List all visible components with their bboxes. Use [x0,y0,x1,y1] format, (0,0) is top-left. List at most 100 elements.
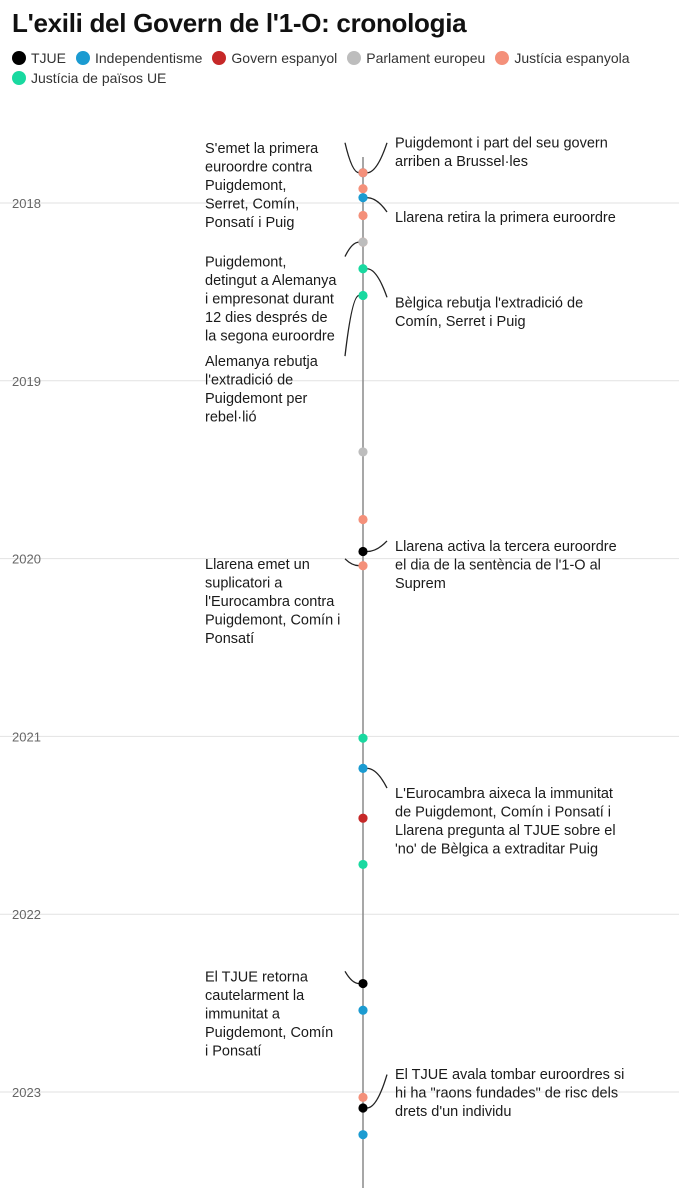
legend-label: Justícia espanyola [514,50,630,66]
annotation-line: Llarena retira la primera euroordre [395,210,616,226]
annotation-line: Puigdemont, [205,178,286,194]
legend-label: Justícia de països UE [31,70,167,86]
annotation-line: Bèlgica rebutja l'extradició de [395,295,583,311]
annotation-text: S'emet la primera euroordre contra Puigdem… [205,141,319,231]
legend-label: TJUE [31,50,66,66]
annotation-line: suplicatori a [205,575,283,591]
event-dot [358,184,368,194]
event-dot [358,210,368,221]
annotation-connector [366,1074,388,1109]
annotation-line: Llarena emet un [205,557,310,573]
event-dot [358,733,368,743]
event-dot [358,813,368,823]
annotation-line: Puigdemont per [205,391,308,407]
year-tick-label: 2018 [12,196,41,211]
annotation-connector [344,294,360,357]
annotation-connector [344,241,360,257]
annotation-line: de Puigdemont, Comín i Ponsatí i [395,805,611,821]
annotation-line: Puigdemont, Comín i [205,612,340,628]
legend-swatch [347,51,362,65]
annotation-line: l'Eurocambra contra [205,594,335,610]
annotation-line: L'Eurocambra aixeca la immunitat [395,786,613,802]
event-dot [358,546,368,557]
annotation-line: Llarena pregunta al TJUE sobre el [395,823,616,839]
annotation-line: Alemanya rebutja [205,354,319,370]
event-dot [358,447,368,457]
legend-swatch [12,71,26,85]
annotation-line: rebel·lió [205,410,257,426]
legend-label: Govern espanyol [231,50,338,66]
legend-label: Independentisme [95,50,203,66]
annotation-line: Suprem [395,576,446,592]
annotation-line: cautelarment la [205,988,305,1004]
annotation-text: L'Eurocambra aixeca la immunitat de Puigd… [395,786,616,858]
annotation-text: El TJUE retorna cautelarment la immunitat … [205,969,333,1059]
legend-swatch [76,51,90,65]
annotation-connector [344,558,360,567]
event-dot [358,561,368,571]
legend-item: Justícia de països UE [12,70,166,86]
legend-item: Govern espanyol [212,50,337,66]
annotation-connector [366,540,388,553]
annotation-line: S'emet la primera [205,141,319,157]
annotation-line: 'no' de Bèlgica a extraditar Puig [395,842,598,858]
annotation-line: Ponsatí i Puig [205,215,294,231]
annotation-connector [366,767,388,789]
annotation-line: Llarena activa la tercera euroordre [395,539,617,555]
event-dot [358,1130,368,1140]
event-dot [358,264,368,274]
annotation-text: Puigdemont, detingut a Alemanya i empreson… [205,255,337,345]
event-dot [358,1092,368,1102]
annotation-connector [344,970,360,985]
annotation-line: arriben a Brussel·les [395,154,528,170]
legend-item: TJUE [12,50,66,66]
year-tick-label: 2023 [12,1085,41,1100]
year-tick-label: 2022 [12,907,41,922]
year-tick-label: 2021 [12,729,41,744]
annotation-text: Puigdemont i part del seu govern arriben … [395,135,608,170]
event-dot [358,1005,368,1015]
legend-item: Justícia espanyola [495,50,630,66]
annotation-line: El TJUE avala tombar euroordres si [395,1067,624,1083]
annotation-line: el dia de la sentència de l'1-O al [395,558,601,574]
annotation-line: euroordre contra [205,159,313,175]
annotation-line: Puigdemont i part del seu govern [395,135,608,151]
legend-item: Parlament europeu [347,50,485,66]
event-dot [358,168,368,178]
event-dot [358,237,368,247]
annotation-line: Comín, Serret i Puig [395,314,526,330]
annotation-line: hi ha "raons fundades" de risc dels [395,1086,618,1102]
legend-item: Independentisme [76,50,202,66]
annotation-connector [366,197,388,213]
annotation-line: i empresonat durant [205,292,334,308]
annotation-line: El TJUE retorna [205,969,309,985]
annotation-line: Puigdemont, Comín [205,1025,333,1041]
event-dot [358,193,368,203]
year-tick-label: 2019 [12,374,41,389]
annotation-text: Bèlgica rebutja l'extradició de Comín, Se… [395,295,583,330]
legend-swatch [495,51,510,65]
annotation-line: Puigdemont, [205,255,286,271]
annotation-connector [366,268,388,298]
annotation-line: Ponsatí [205,631,254,647]
annotation-text: Llarena emet un suplicatori a l'Eurocambra… [205,557,340,647]
annotation-text: Llarena retira la primera euroordre [395,210,616,226]
legend-swatch [212,51,227,65]
annotation-connector [366,142,388,174]
annotation-line: i Ponsatí [205,1043,261,1059]
event-dot [358,763,368,774]
event-dot [358,290,368,301]
annotation-line: 12 dies després de [205,310,328,326]
annotation-line: immunitat a [205,1006,281,1022]
annotation-connector [344,142,360,174]
legend-label: Parlament europeu [366,50,486,66]
event-dot [358,859,368,870]
event-dot [358,514,368,525]
annotation-text: Llarena activa la tercera euroordre el di… [395,539,617,592]
annotation-text: El TJUE avala tombar euroordres si hi ha … [395,1067,624,1120]
event-dot [358,978,368,989]
annotation-line: drets d'un individu [395,1104,511,1120]
annotation-line: Serret, Comín, [205,196,299,212]
chart-title: L'exili del Govern de l'1-O: cronologia [12,8,467,38]
